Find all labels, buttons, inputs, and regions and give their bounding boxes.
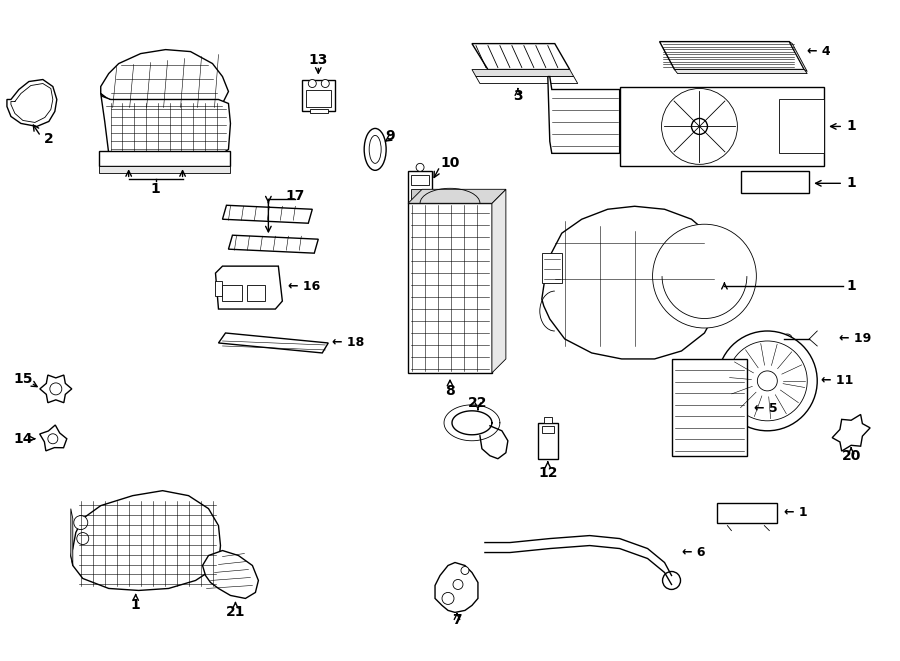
Ellipse shape <box>364 128 386 171</box>
Circle shape <box>309 79 316 87</box>
Polygon shape <box>219 333 328 353</box>
Polygon shape <box>717 502 778 523</box>
Text: 21: 21 <box>226 605 245 619</box>
Polygon shape <box>302 79 335 112</box>
Polygon shape <box>215 281 222 296</box>
Polygon shape <box>202 551 258 598</box>
Text: ← 5: ← 5 <box>754 403 778 415</box>
Text: 1: 1 <box>846 120 856 134</box>
Text: ← 11: ← 11 <box>821 374 853 387</box>
Text: 3: 3 <box>513 89 523 104</box>
Polygon shape <box>222 206 312 223</box>
Text: 1: 1 <box>150 182 160 196</box>
Polygon shape <box>476 77 578 83</box>
Bar <box>742 171 809 193</box>
Bar <box>222 285 242 301</box>
Text: 22: 22 <box>468 396 488 410</box>
Circle shape <box>662 89 737 165</box>
Text: 2: 2 <box>44 132 54 146</box>
Text: ← 6: ← 6 <box>681 546 705 559</box>
Text: ← 16: ← 16 <box>288 280 320 293</box>
Circle shape <box>758 371 778 391</box>
Text: 12: 12 <box>538 466 557 480</box>
Circle shape <box>453 580 463 590</box>
Text: ← 4: ← 4 <box>807 45 831 58</box>
Polygon shape <box>71 508 73 566</box>
Polygon shape <box>619 87 824 167</box>
Polygon shape <box>408 171 432 204</box>
Text: 1: 1 <box>846 279 856 293</box>
Circle shape <box>48 434 58 444</box>
Text: ← 19: ← 19 <box>839 332 871 346</box>
Polygon shape <box>671 359 747 455</box>
Polygon shape <box>306 89 331 108</box>
Circle shape <box>76 533 89 545</box>
Polygon shape <box>229 235 319 253</box>
Circle shape <box>717 331 817 431</box>
Polygon shape <box>542 426 554 433</box>
Text: 20: 20 <box>842 449 860 463</box>
Polygon shape <box>40 375 72 403</box>
Polygon shape <box>408 189 506 204</box>
Circle shape <box>662 572 680 590</box>
Circle shape <box>321 79 329 87</box>
Polygon shape <box>472 44 570 69</box>
Circle shape <box>416 163 424 171</box>
Polygon shape <box>99 167 230 173</box>
Polygon shape <box>411 175 429 185</box>
Polygon shape <box>408 204 492 373</box>
Polygon shape <box>99 151 230 167</box>
Polygon shape <box>411 189 429 199</box>
Text: 14: 14 <box>14 432 32 446</box>
Bar <box>248 285 266 301</box>
Circle shape <box>74 516 88 529</box>
Text: ← 18: ← 18 <box>332 336 365 350</box>
Polygon shape <box>542 206 722 359</box>
Polygon shape <box>538 423 558 459</box>
Polygon shape <box>544 417 552 423</box>
Circle shape <box>782 334 792 344</box>
Polygon shape <box>215 266 283 309</box>
Circle shape <box>442 592 454 604</box>
Text: 17: 17 <box>285 189 305 204</box>
Polygon shape <box>40 425 67 451</box>
Polygon shape <box>310 110 328 114</box>
Circle shape <box>461 566 469 574</box>
Polygon shape <box>472 69 573 77</box>
Text: 13: 13 <box>309 53 328 67</box>
Polygon shape <box>789 42 807 71</box>
Polygon shape <box>660 42 805 69</box>
Circle shape <box>50 383 62 395</box>
Polygon shape <box>7 79 57 126</box>
Circle shape <box>652 224 756 328</box>
Text: 9: 9 <box>385 130 395 143</box>
Polygon shape <box>71 490 220 590</box>
Text: 1: 1 <box>846 176 856 190</box>
Polygon shape <box>101 93 230 153</box>
Text: ← 1: ← 1 <box>784 506 808 519</box>
Polygon shape <box>832 414 870 451</box>
Polygon shape <box>674 69 807 73</box>
Text: 7: 7 <box>452 613 462 627</box>
Polygon shape <box>779 100 824 153</box>
Text: 1: 1 <box>130 598 140 613</box>
Text: 10: 10 <box>440 157 459 171</box>
Polygon shape <box>542 253 562 283</box>
Circle shape <box>727 341 807 421</box>
Text: 15: 15 <box>14 372 32 386</box>
Circle shape <box>691 118 707 134</box>
Text: 8: 8 <box>446 384 454 398</box>
Ellipse shape <box>369 136 381 163</box>
Polygon shape <box>101 50 229 112</box>
Polygon shape <box>435 563 478 612</box>
Polygon shape <box>492 189 506 373</box>
Polygon shape <box>548 77 619 153</box>
